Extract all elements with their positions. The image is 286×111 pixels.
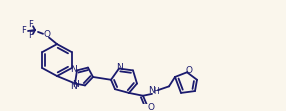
Text: F: F [29, 20, 33, 29]
Text: O: O [43, 30, 51, 39]
Text: F: F [29, 31, 33, 40]
Text: O: O [186, 66, 192, 75]
Text: N: N [71, 65, 78, 74]
Text: N: N [71, 82, 78, 91]
Text: N: N [149, 86, 155, 95]
Text: N: N [73, 80, 80, 89]
Text: O: O [148, 102, 154, 111]
Text: H: H [153, 87, 159, 96]
Text: N: N [117, 63, 123, 72]
Text: F: F [21, 27, 26, 36]
